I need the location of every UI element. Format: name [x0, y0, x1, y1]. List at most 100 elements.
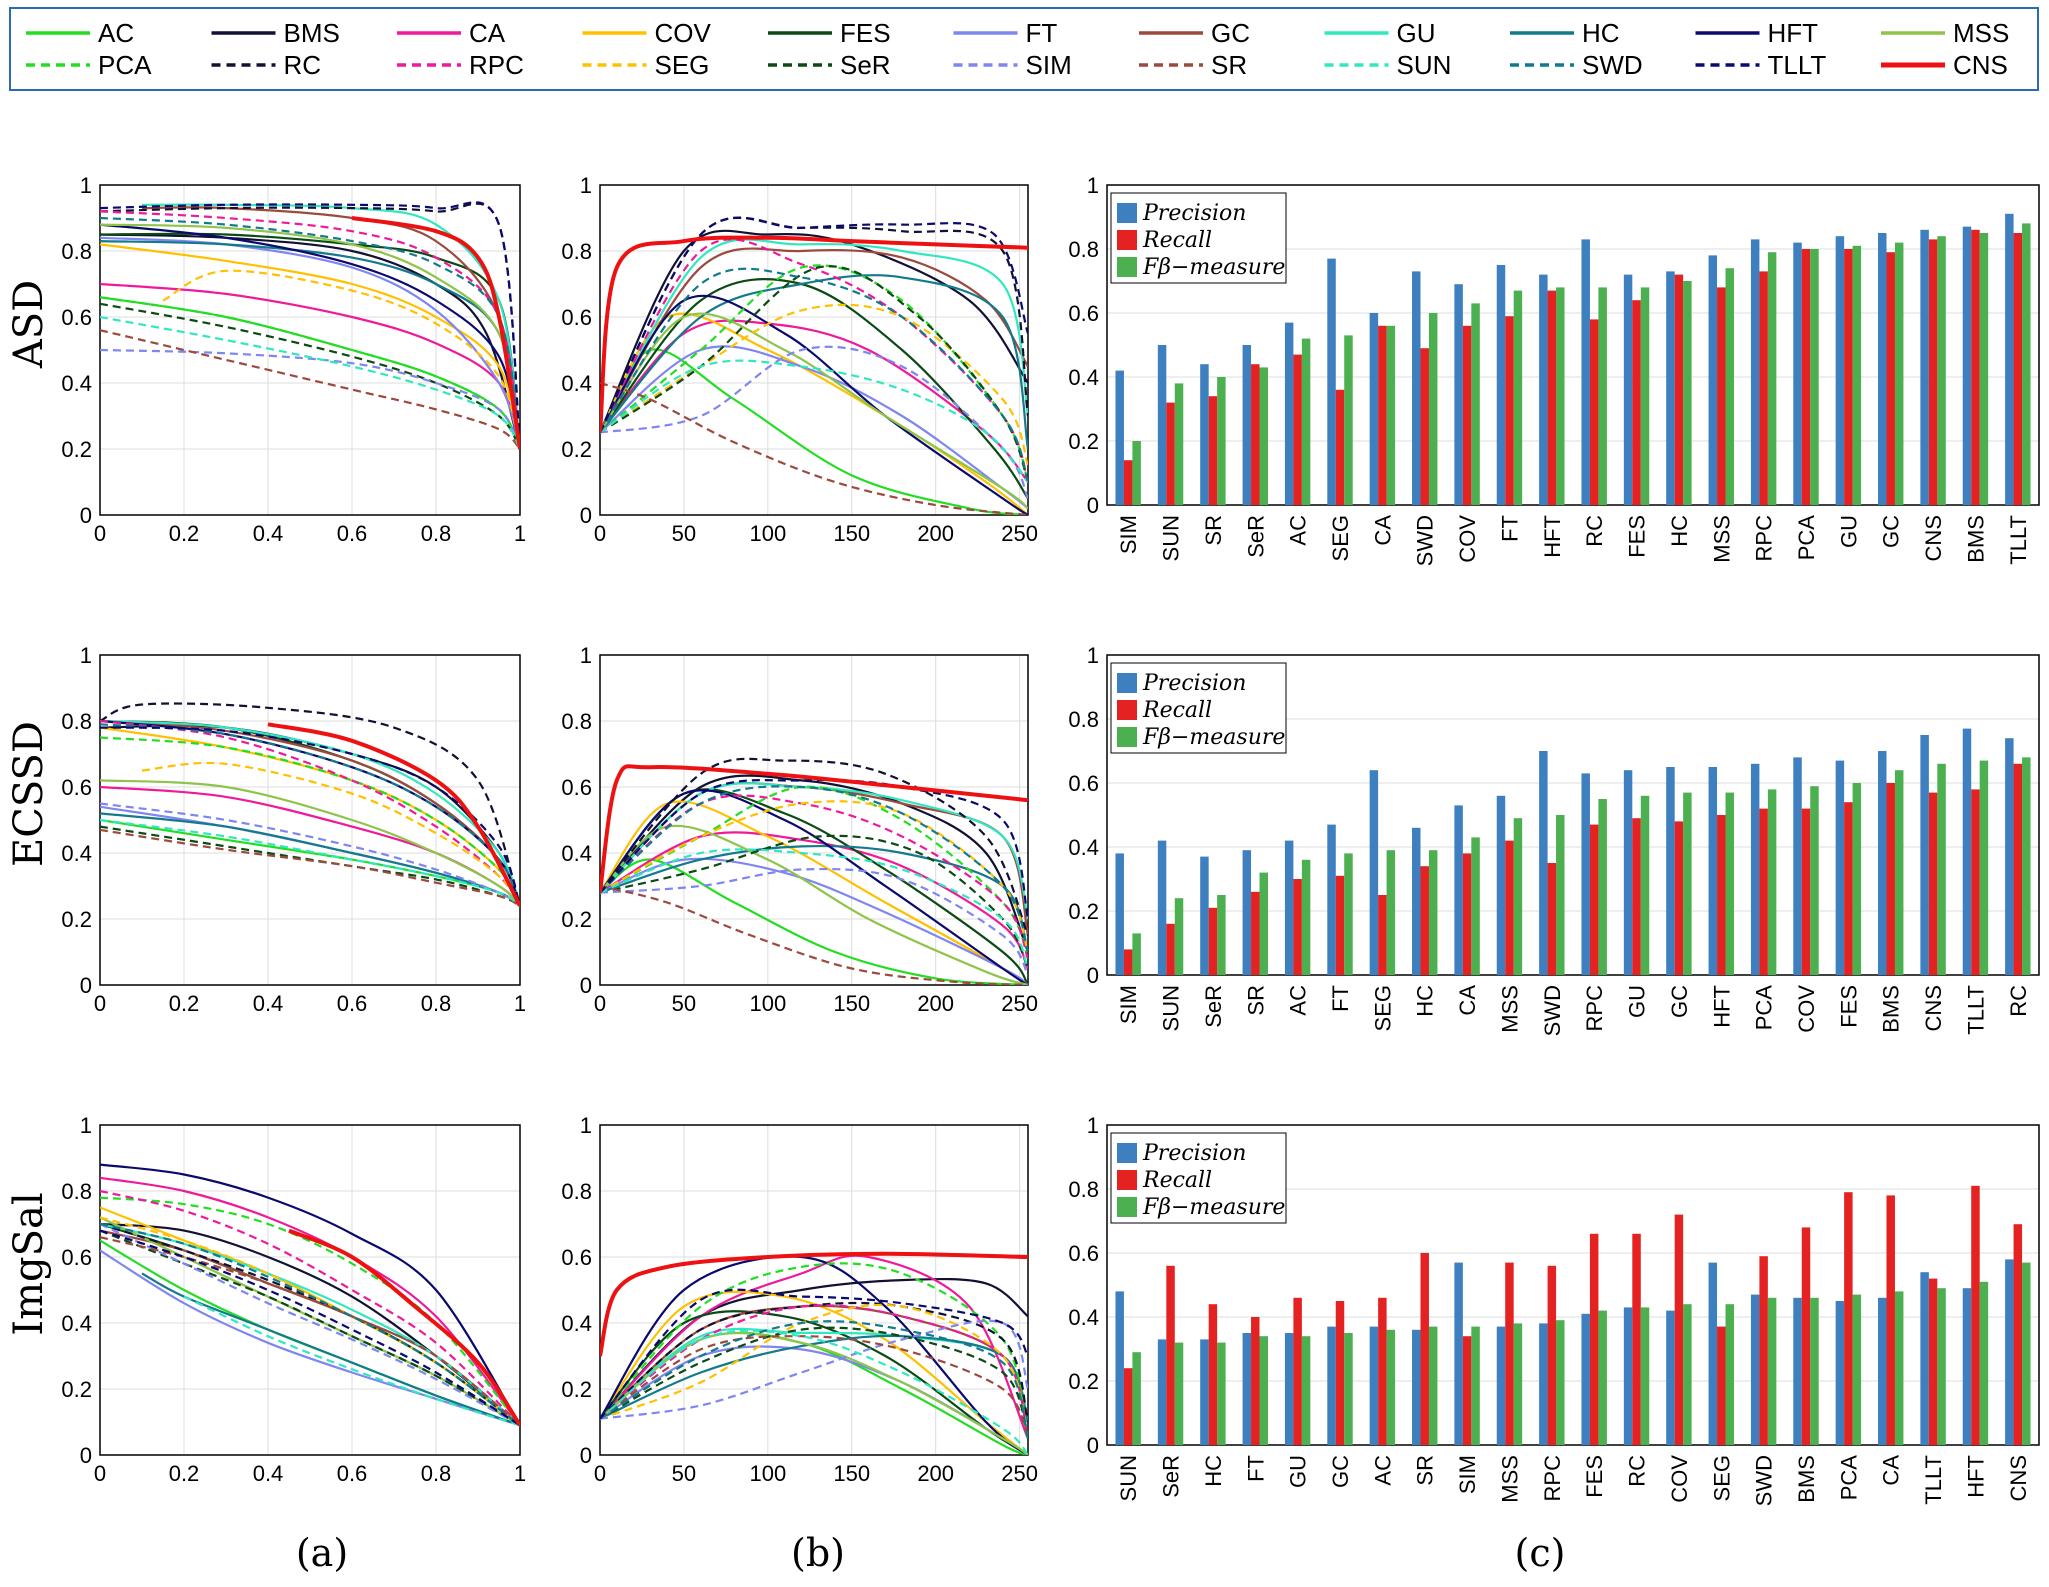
bar-legend-swatch — [1117, 700, 1137, 720]
series-line-gu — [100, 719, 520, 907]
line-chart-asd-b: 0 0.2 0.4 0.6 0.8 1 0 50 100 150 200 250 — [561, 173, 1038, 546]
series-line-hft — [600, 294, 1028, 515]
x-tick-label: GC — [1667, 985, 1692, 1018]
legend-item-gu: GU — [1324, 18, 1436, 48]
x-tick-label: CA — [1879, 1455, 1904, 1486]
x-tick-label: FES — [1625, 515, 1650, 558]
x-tick-label: CNS — [1921, 515, 1946, 561]
series-line-cov — [100, 243, 520, 450]
x-tick-label: 0.4 — [253, 521, 284, 546]
y-tick-label: 0.8 — [61, 709, 92, 734]
bar-f-measure-tllt — [1937, 1288, 1946, 1445]
bar-legend-swatch — [1117, 727, 1137, 747]
series-line-sim — [100, 1223, 520, 1427]
y-tick-label: 0 — [80, 503, 92, 528]
y-tick-label: 1 — [1087, 643, 1099, 668]
line-chart-asd-a: 0 0.2 0.4 0.6 0.8 1 0 0.2 0.4 0.6 0.8 1 — [61, 173, 526, 546]
series-line-mss — [100, 1216, 520, 1427]
bar-f-measure-bms — [1979, 233, 1989, 505]
bar-f-measure-tllt — [2022, 223, 2031, 505]
legend-label: RPC — [469, 50, 524, 80]
legend-label: HC — [1582, 18, 1620, 48]
y-tick-label: 0.6 — [1068, 771, 1099, 796]
series-line-cns — [351, 216, 520, 450]
bar-f-measure-ft — [1513, 290, 1523, 505]
x-tick-label: GU — [1625, 985, 1650, 1018]
x-tick-label: 0.2 — [169, 1461, 200, 1486]
x-tick-label: 0 — [94, 1461, 106, 1486]
bar-f-measure-fes — [1640, 287, 1650, 505]
y-tick-label: 1 — [1087, 1113, 1099, 1138]
bar-legend-swatch — [1117, 257, 1137, 277]
y-tick-label: 0.4 — [1068, 365, 1099, 390]
series-line-ser — [600, 834, 1028, 970]
bar-recall-swd — [1547, 863, 1557, 975]
x-tick-label: HFT — [1709, 985, 1734, 1028]
legend-item-swd: SWD — [1510, 50, 1643, 80]
legend-label: TLLT — [1768, 50, 1827, 80]
bar-f-measure-tllt — [1979, 760, 1989, 975]
row-label-asd: ASD — [6, 280, 52, 369]
series-line-tllt — [600, 1288, 1028, 1420]
bar-precision-sim — [1115, 853, 1124, 975]
series-line-swd — [600, 785, 1028, 953]
y-tick-label: 0.6 — [61, 305, 92, 330]
bar-precision-gc — [1327, 1326, 1336, 1445]
bar-recall-sim — [1123, 460, 1133, 505]
bar-recall-bms — [1886, 783, 1895, 975]
bar-f-measure-sr — [1428, 1326, 1438, 1445]
bar-precision-mss — [1708, 255, 1718, 505]
bar-recall-cov — [1801, 808, 1811, 975]
bar-legend-label: Precision — [1142, 201, 1246, 226]
bar-recall-mss — [1505, 1262, 1514, 1445]
bar-precision-sim — [1454, 1262, 1463, 1445]
bar-precision-fes — [1835, 760, 1845, 975]
legend-label: COV — [655, 18, 712, 48]
bar-precision-bms — [1878, 751, 1887, 975]
series-line-bms — [600, 229, 1028, 433]
bar-precision-tllt — [1920, 1272, 1929, 1445]
x-tick-label: HC — [1413, 985, 1438, 1017]
bar-precision-swd — [1412, 271, 1421, 505]
x-tick-label: 150 — [833, 991, 870, 1016]
bar-recall-hft — [1717, 815, 1726, 975]
bar-recall-ca — [1886, 1195, 1895, 1445]
bar-f-measure-rpc — [1767, 252, 1777, 505]
x-tick-label: FT — [1328, 985, 1353, 1012]
bar-legend-swatch — [1117, 1197, 1137, 1217]
x-tick-label: 200 — [917, 521, 954, 546]
series-line-swd — [600, 267, 1028, 483]
series-line-pca — [600, 785, 1028, 960]
bar-precision-rc — [1623, 1307, 1633, 1445]
bar-f-measure-pca — [1767, 789, 1777, 975]
bar-f-measure-mss — [1513, 1323, 1523, 1445]
bar-precision-ac — [1284, 840, 1294, 975]
bar-recall-swd — [1759, 1256, 1768, 1445]
series-line-sun — [183, 1295, 520, 1427]
axes-frame — [599, 654, 1029, 986]
series-line-hft — [100, 1163, 520, 1426]
bar-legend-swatch — [1117, 673, 1137, 693]
legend-label: SIM — [1026, 50, 1072, 80]
x-tick-label: 0.2 — [169, 521, 200, 546]
legend-label: RC — [284, 50, 322, 80]
row-label-imgsal: ImgSal — [6, 1192, 52, 1335]
bar-precision-hft — [1708, 767, 1718, 975]
y-tick-label: 1 — [80, 643, 92, 668]
series-line-cns — [267, 722, 520, 907]
bar-f-measure-swd — [1767, 1297, 1777, 1445]
x-tick-label: AC — [1286, 985, 1311, 1016]
x-tick-label: BMS — [1963, 515, 1988, 563]
y-tick-label: 0.2 — [61, 1377, 92, 1402]
series-line-ser — [100, 302, 520, 450]
series-line-swd — [600, 1320, 1028, 1439]
bar-recall-ca — [1462, 853, 1472, 975]
legend-label: SeR — [840, 50, 891, 80]
bar-precision-tllt — [2005, 213, 2014, 506]
series-line-seg — [600, 800, 1028, 953]
bar-recall-bms — [1801, 1227, 1811, 1445]
bar-recall-ser — [1208, 907, 1218, 975]
legend-label: GC — [1211, 18, 1250, 48]
bar-f-measure-gc — [1683, 792, 1692, 975]
